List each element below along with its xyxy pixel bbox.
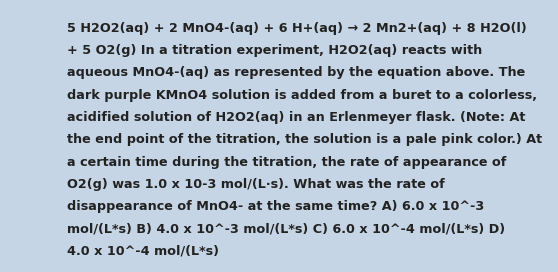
Text: O2(g) was 1.0 x 10-3 mol/(L·s). What was the rate of: O2(g) was 1.0 x 10-3 mol/(L·s). What was… xyxy=(67,178,445,191)
Text: a certain time during the titration, the rate of appearance of: a certain time during the titration, the… xyxy=(67,156,506,169)
Text: the end point of the titration, the solution is a pale pink color.) At: the end point of the titration, the solu… xyxy=(67,133,542,146)
Text: 4.0 x 10^-4 mol/(L*s): 4.0 x 10^-4 mol/(L*s) xyxy=(67,245,219,258)
Text: mol/(L*s) B) 4.0 x 10^-3 mol/(L*s) C) 6.0 x 10^-4 mol/(L*s) D): mol/(L*s) B) 4.0 x 10^-3 mol/(L*s) C) 6.… xyxy=(67,222,505,236)
Text: + 5 O2(g) In a titration experiment, H2O2(aq) reacts with: + 5 O2(g) In a titration experiment, H2O… xyxy=(67,44,482,57)
Text: aqueous MnO4-(aq) as represented by the equation above. The: aqueous MnO4-(aq) as represented by the … xyxy=(67,66,525,79)
Text: dark purple KMnO4 solution is added from a buret to a colorless,: dark purple KMnO4 solution is added from… xyxy=(67,89,537,102)
Text: acidified solution of H2O2(aq) in an Erlenmeyer flask. (Note: At: acidified solution of H2O2(aq) in an Erl… xyxy=(67,111,525,124)
Text: 5 H2O2(aq) + 2 MnO4-(aq) + 6 H+(aq) → 2 Mn2+(aq) + 8 H2O(l): 5 H2O2(aq) + 2 MnO4-(aq) + 6 H+(aq) → 2 … xyxy=(67,22,527,35)
Text: disappearance of MnO4- at the same time? A) 6.0 x 10^-3: disappearance of MnO4- at the same time?… xyxy=(67,200,484,213)
